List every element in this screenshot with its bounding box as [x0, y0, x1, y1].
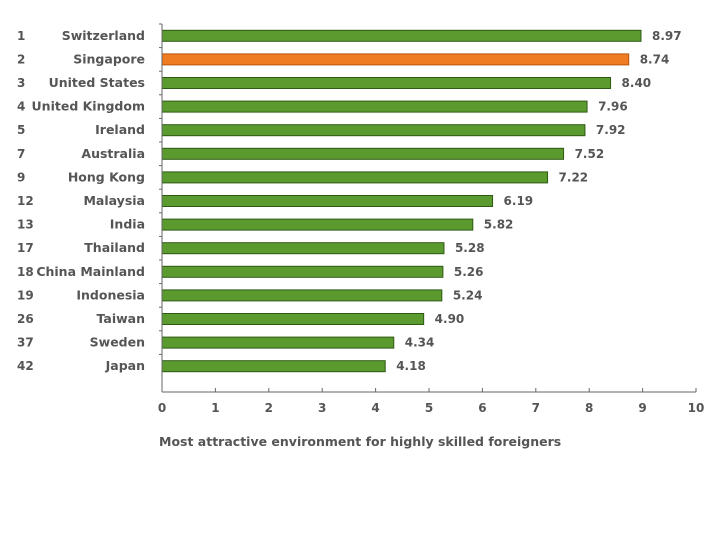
rank-label: 26 [17, 312, 34, 326]
rank-label: 2 [17, 52, 25, 66]
rank-label: 37 [17, 336, 34, 350]
chart-row: 18 China Mainland 5.26 [17, 259, 484, 279]
x-tick-label: 6 [478, 401, 486, 415]
data-label: 5.82 [484, 218, 514, 232]
chart-row: 17 Thailand 5.28 [17, 235, 485, 255]
category-label: India [110, 217, 145, 232]
chart-row: 2 Singapore 8.74 [17, 47, 670, 66]
chart-row: 1 Switzerland 8.97 [17, 23, 682, 43]
bar [161, 124, 586, 137]
chart-row: 4 United Kingdom 7.96 [17, 94, 628, 114]
rank-label: 18 [17, 265, 34, 279]
bar [161, 289, 443, 302]
data-label: 5.28 [455, 241, 485, 255]
bar [161, 195, 494, 207]
data-label: 7.96 [598, 100, 628, 114]
bar [161, 147, 565, 160]
chart-row: 42 Japan 4.18 [17, 353, 426, 373]
rank-label: 19 [17, 288, 34, 302]
data-label: 5.24 [453, 288, 483, 302]
x-tick-label: 10 [688, 401, 705, 415]
chart-row: 3 United States 8.40 [17, 70, 652, 90]
data-label: 5.26 [454, 265, 484, 279]
chart-row: 5 Ireland 7.92 [17, 117, 626, 137]
category-label: United States [49, 75, 145, 90]
rank-label: 17 [17, 241, 34, 255]
bar [161, 29, 642, 42]
x-tick-label: 4 [371, 401, 379, 415]
bar [161, 218, 474, 231]
data-label: 4.34 [405, 336, 435, 350]
category-label: China Mainland [36, 264, 145, 279]
data-label: 8.97 [652, 29, 682, 43]
data-label: 7.52 [575, 147, 605, 161]
category-label: Sweden [90, 335, 145, 350]
category-label: Switzerland [62, 28, 145, 43]
chart-row: 12 Malaysia 6.19 [17, 188, 534, 208]
x-tick-label: 9 [638, 401, 646, 415]
category-label: Malaysia [83, 193, 145, 208]
bar [161, 313, 425, 325]
category-label: Hong Kong [68, 169, 145, 184]
rank-label: 1 [17, 29, 25, 43]
data-label: 8.74 [640, 52, 670, 66]
x-tick-label: 2 [265, 401, 273, 415]
x-axis-ticks: 0 1 2 3 4 5 6 7 8 9 10 [158, 388, 705, 415]
chart-row: 13 India 5.82 [17, 212, 514, 232]
data-label: 6.19 [504, 194, 534, 208]
chart-row: 9 Hong Kong 7.22 [17, 165, 589, 184]
chart-rows: 1 Switzerland 8.97 2 Singapore 8.74 3 United St… [17, 23, 682, 373]
data-label: 8.40 [622, 76, 652, 90]
rank-label: 12 [17, 194, 34, 208]
x-tick-label: 5 [425, 401, 433, 415]
bar [161, 77, 612, 89]
x-tick-label: 1 [211, 401, 219, 415]
bar [161, 336, 395, 349]
category-label: Indonesia [76, 287, 145, 302]
chart-row: 37 Sweden 4.34 [17, 330, 435, 350]
chart-row: 7 Australia 7.52 [17, 141, 605, 161]
bar [161, 265, 444, 278]
bar [161, 53, 630, 66]
rank-label: 7 [17, 147, 25, 161]
category-label: Singapore [73, 51, 145, 66]
bar [161, 360, 386, 373]
rank-label: 13 [17, 218, 34, 232]
x-tick-label: 7 [532, 401, 540, 415]
rank-label: 9 [17, 170, 25, 184]
x-tick-label: 0 [158, 401, 166, 415]
x-axis-label: Most attractive environment for highly s… [159, 434, 561, 449]
data-label: 7.92 [596, 123, 626, 137]
data-label: 7.22 [559, 170, 589, 184]
rank-label: 42 [17, 359, 34, 373]
bar [161, 242, 445, 255]
data-label: 4.90 [435, 312, 465, 326]
rank-label: 5 [17, 123, 25, 137]
category-label: United Kingdom [32, 99, 145, 114]
x-tick-label: 3 [318, 401, 326, 415]
category-label: Ireland [95, 122, 145, 137]
rank-label: 4 [17, 100, 25, 114]
x-tick-label: 8 [585, 401, 593, 415]
category-label: Thailand [84, 240, 145, 255]
category-label: Taiwan [96, 311, 145, 326]
category-label: Australia [81, 146, 145, 161]
data-label: 4.18 [396, 359, 426, 373]
bar [161, 171, 549, 184]
bar [161, 100, 588, 113]
category-label: Japan [105, 358, 145, 373]
rank-label: 3 [17, 76, 25, 90]
chart-row: 26 Taiwan 4.90 [17, 306, 465, 326]
chart-row: 19 Indonesia 5.24 [17, 283, 483, 302]
